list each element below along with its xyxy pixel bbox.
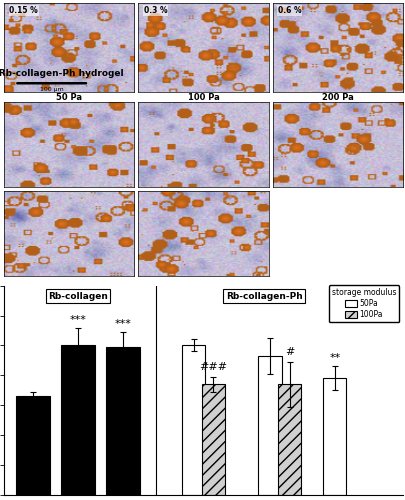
Bar bbox=[106, 347, 140, 495]
Bar bbox=[323, 378, 347, 495]
Legend: 50Pa, 100Pa: 50Pa, 100Pa bbox=[328, 286, 399, 322]
Text: 100 μm: 100 μm bbox=[40, 87, 64, 92]
Text: **: ** bbox=[329, 354, 341, 364]
Text: Rb-collagen-Ph: Rb-collagen-Ph bbox=[226, 292, 303, 300]
Text: (b) Rb-collagen-Ph hydrogel: (b) Rb-collagen-Ph hydrogel bbox=[0, 69, 123, 78]
Bar bbox=[61, 346, 95, 495]
Text: ***: *** bbox=[114, 319, 131, 329]
Text: 0.15 %: 0.15 % bbox=[9, 6, 38, 15]
Y-axis label: 0.15 %: 0.15 % bbox=[0, 130, 1, 159]
Text: 0.3 %: 0.3 % bbox=[143, 6, 167, 15]
Bar bbox=[202, 384, 225, 495]
Bar bbox=[258, 356, 281, 495]
Text: Rb-collagen: Rb-collagen bbox=[48, 292, 108, 300]
Text: ###: ### bbox=[199, 362, 228, 372]
Text: #: # bbox=[285, 348, 294, 358]
Bar bbox=[16, 396, 50, 495]
Title: 50 Pa: 50 Pa bbox=[56, 92, 82, 102]
Text: 0.6 %: 0.6 % bbox=[278, 6, 301, 15]
Bar bbox=[278, 384, 301, 495]
Title: 100 Pa: 100 Pa bbox=[188, 92, 220, 102]
Bar bbox=[182, 346, 205, 495]
Text: ***: *** bbox=[70, 314, 86, 324]
Title: 200 Pa: 200 Pa bbox=[322, 92, 354, 102]
Y-axis label: 0.3 %: 0.3 % bbox=[0, 222, 1, 245]
